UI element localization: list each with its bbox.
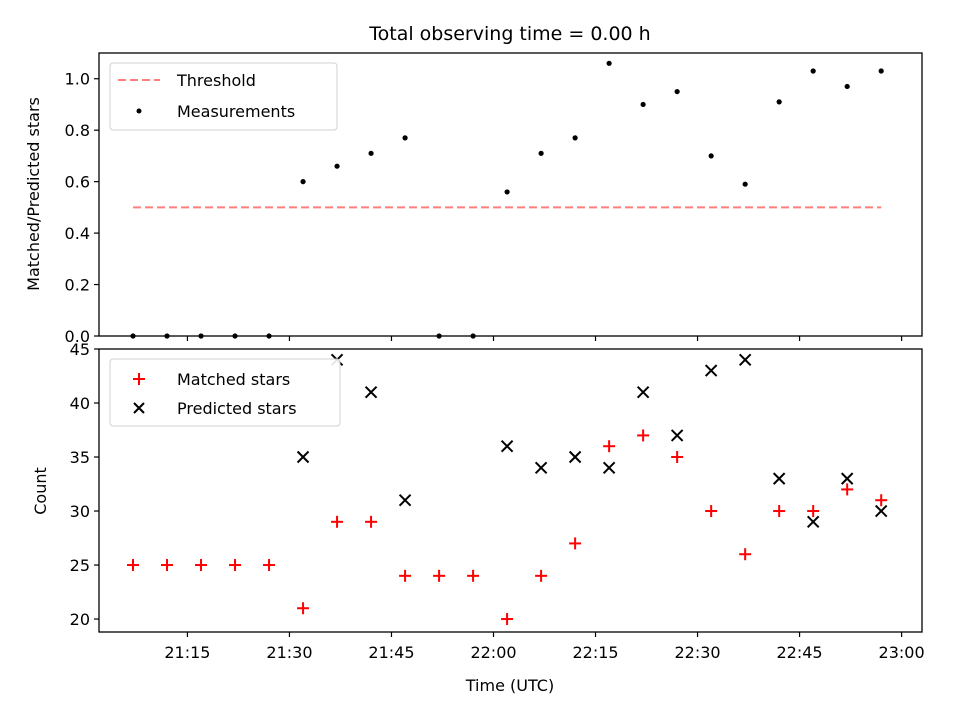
top-panel: Total observing time = 0.00 h Matched/Pr…: [24, 23, 923, 346]
matched-star-point: [467, 569, 480, 582]
matched-star-point: [161, 559, 174, 572]
bottom-data-marks: [127, 353, 888, 626]
bottom-y-axis-label: Count: [31, 467, 50, 515]
y-tick-label: 25: [70, 556, 90, 575]
measurement-point: [708, 153, 714, 159]
predicted-star-point: [602, 461, 616, 475]
bottom-axis-ticks: 20 25 30 35 40 45 21:15 21:30 21:45 22:00 22:15 22:…: [70, 340, 925, 662]
bottom-legend-box: [109, 358, 341, 427]
matched-star-point: [705, 505, 718, 518]
y-tick-label: 30: [70, 502, 90, 521]
y-tick-label: 0.8: [65, 121, 90, 140]
matched-star-point: [195, 559, 208, 572]
x-axis-label: Time (UTC): [465, 676, 554, 695]
measurement-point: [402, 135, 408, 141]
top-legend: Threshold Measurements: [109, 62, 338, 131]
matched-star-point: [739, 548, 752, 561]
matched-star-point: [297, 602, 310, 615]
predicted-star-point: [704, 364, 718, 377]
matched-star-point: [603, 440, 616, 453]
y-tick-label: 1.0: [65, 70, 90, 89]
matched-star-point: [229, 559, 242, 572]
matched-star-point: [501, 613, 514, 626]
measurement-point: [300, 179, 306, 185]
predicted-star-point: [840, 472, 854, 485]
x-tick-label: 22:00: [470, 643, 516, 662]
matched-star-point: [671, 451, 684, 464]
matched-star-point: [127, 559, 140, 572]
y-tick-label: 0.4: [65, 224, 90, 243]
matched-star-point: [331, 515, 344, 528]
predicted-star-point: [806, 515, 820, 529]
predicted-star-point: [738, 353, 752, 367]
y-tick-label: 35: [70, 448, 90, 467]
y-tick-label: 0.2: [65, 276, 90, 295]
predicted-star-point: [568, 450, 582, 464]
matched-star-point: [399, 569, 412, 582]
measurement-point: [878, 68, 884, 74]
matched-star-point: [875, 494, 888, 507]
x-tick-label: 22:45: [777, 643, 823, 662]
matched-star-point: [535, 569, 548, 582]
top-legend-box: [109, 62, 338, 131]
top-data-marks: [130, 60, 884, 339]
measurement-point: [606, 60, 612, 66]
matched-star-point: [365, 515, 378, 528]
matched-star-point: [807, 505, 820, 518]
predicted-star-point: [670, 429, 684, 442]
chart-title: Total observing time = 0.00 h: [368, 23, 650, 45]
measurement-point: [742, 181, 748, 187]
measurement-point: [334, 163, 340, 169]
matched-star-point: [841, 483, 854, 496]
predicted-star-point: [534, 461, 548, 475]
x-tick-label: 22:30: [674, 643, 720, 662]
x-tick-label: 21:45: [368, 643, 414, 662]
y-tick-label: 40: [70, 394, 90, 413]
legend-predicted-swatch: [133, 402, 145, 414]
predicted-star-point: [636, 385, 650, 399]
x-tick-label: 22:15: [572, 643, 618, 662]
legend-matched-label: Matched stars: [177, 370, 290, 389]
matched-star-point: [569, 537, 582, 550]
measurement-point: [640, 101, 646, 108]
matched-star-point: [773, 505, 786, 518]
measurement-point: [674, 88, 680, 95]
legend-predicted-label: Predicted stars: [177, 399, 297, 418]
y-tick-label: 45: [70, 340, 90, 359]
predicted-star-point: [772, 472, 786, 485]
top-plot-frame: [98, 52, 923, 337]
x-tick-label: 21:30: [266, 643, 312, 662]
predicted-star-point: [296, 450, 310, 464]
measurement-point: [810, 68, 816, 74]
predicted-star-point: [874, 504, 888, 518]
x-tick-label: 23:00: [879, 643, 925, 662]
top-y-axis-label: Matched/Predicted stars: [24, 97, 43, 291]
bottom-legend: Matched stars Predicted stars: [109, 358, 341, 427]
measurement-point: [504, 189, 510, 195]
measurement-point: [538, 150, 544, 156]
measurement-point: [368, 150, 374, 156]
predicted-star-point: [364, 385, 378, 399]
matched-star-point: [433, 569, 446, 582]
legend-measurements-swatch: [136, 108, 142, 114]
predicted-star-point: [398, 494, 412, 507]
legend-threshold-label: Threshold: [176, 71, 256, 90]
y-tick-label: 20: [70, 610, 90, 629]
y-tick-label: 0.6: [65, 173, 90, 192]
matched-star-point: [263, 559, 276, 572]
x-tick-label: 21:15: [164, 643, 210, 662]
bottom-plot-frame: [98, 348, 923, 633]
top-axis-ticks: 0.0 0.2 0.4 0.6 0.8 1.0: [65, 70, 903, 346]
predicted-star-point: [500, 440, 514, 453]
legend-matched-swatch: [133, 373, 145, 385]
legend-measurements-label: Measurements: [177, 102, 295, 121]
measurement-point: [844, 83, 850, 90]
measurement-point: [572, 135, 578, 141]
matched-star-point: [637, 429, 650, 442]
measurement-point: [776, 99, 782, 105]
y-tick-label: 0.0: [65, 327, 90, 346]
